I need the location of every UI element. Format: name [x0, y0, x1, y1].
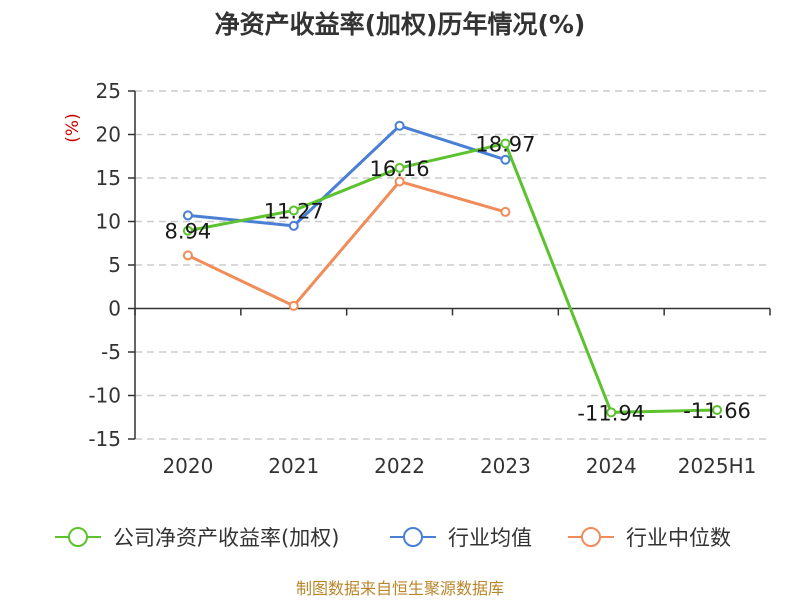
data-point [606, 407, 617, 418]
series-line [187, 141, 718, 414]
y-tick-label: -15 [88, 427, 121, 451]
data-point [182, 225, 193, 236]
y-tick-label: -10 [88, 384, 121, 408]
legend-label: 行业均值 [448, 526, 532, 550]
x-tick-label: 2021 [268, 454, 319, 478]
legend: 公司净资产收益率(加权) 行业均值 行业中位数 [55, 526, 731, 550]
data-point [712, 404, 723, 415]
y-tick-label: 15 [96, 166, 121, 190]
data-label: 8.94 [165, 220, 212, 244]
chart-title: 净资产收益率(加权)历年情况(%) [215, 10, 586, 39]
legend-label: 行业中位数 [626, 526, 731, 550]
data-point [182, 210, 193, 221]
y-tick-label: -5 [101, 340, 121, 364]
data-labels: 8.94 11.27 16.16 18.97 -11.94 -11.66 [165, 132, 751, 425]
data-point [394, 120, 405, 131]
legend-label: 公司净资产收益率(加权) [113, 526, 339, 550]
data-point [500, 206, 511, 217]
y-tick-label: 5 [108, 253, 121, 277]
data-point [394, 176, 405, 187]
y-tick-label: 20 [96, 123, 121, 147]
data-label: -11.94 [577, 401, 645, 425]
y-tick-label: 0 [108, 297, 121, 321]
legend-marker [581, 527, 601, 547]
x-tick-label: 2025H1 [678, 454, 757, 478]
x-tick-label: 2023 [480, 454, 531, 478]
y-axis-unit: (%) [63, 113, 83, 142]
legend-marker [403, 527, 423, 547]
series-line [187, 124, 506, 228]
data-label: 11.27 [264, 199, 324, 223]
data-point [288, 300, 299, 311]
x-tick-label: 2022 [374, 454, 425, 478]
series-line [187, 179, 506, 308]
data-label: 16.16 [370, 157, 430, 181]
source-note: 制图数据来自恒生聚源数据库 [296, 579, 504, 598]
y-tick-label: 25 [96, 79, 121, 103]
x-tick-label: 2020 [162, 454, 213, 478]
y-tick-label: 10 [96, 210, 121, 234]
data-point [288, 205, 299, 216]
data-point [288, 220, 299, 231]
data-label: -11.66 [683, 399, 751, 423]
data-point [182, 250, 193, 261]
data-point [500, 154, 511, 165]
data-point [394, 162, 405, 173]
data-point [500, 138, 511, 149]
x-tick-label: 2024 [586, 454, 637, 478]
legend-marker [68, 527, 88, 547]
data-label: 18.97 [475, 132, 535, 156]
series [182, 120, 723, 418]
axes: 25 20 15 10 5 0 -5 -10 -15 2020 2021 2022 2023 2024 20… [88, 79, 771, 478]
gridlines [135, 90, 770, 440]
